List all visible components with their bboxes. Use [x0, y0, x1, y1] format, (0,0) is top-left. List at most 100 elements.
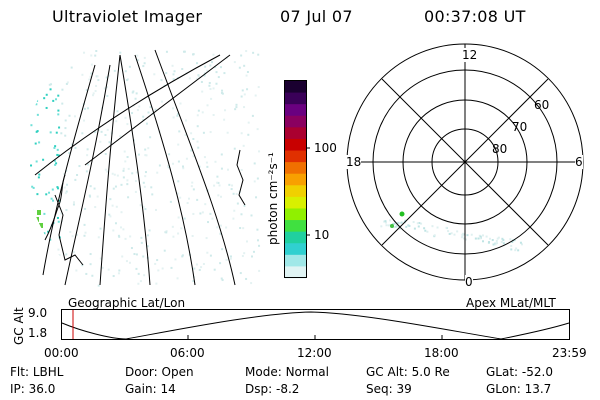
- image-pixel: [258, 244, 261, 247]
- polar-pixel: [445, 226, 448, 229]
- image-pixel: [52, 99, 55, 102]
- image-pixel: [256, 128, 259, 131]
- image-pixel: [35, 86, 38, 89]
- image-pixel: [142, 115, 145, 118]
- image-pixel: [221, 248, 224, 251]
- image-pixel: [170, 266, 173, 269]
- image-pixel: [50, 197, 53, 200]
- image-pixel: [224, 109, 227, 112]
- image-pixel: [198, 165, 201, 168]
- image-pixel: [234, 108, 237, 111]
- image-pixel: [111, 204, 114, 207]
- polar-pixel: [510, 248, 513, 251]
- image-pixel: [58, 126, 61, 129]
- image-pixel: [226, 168, 229, 171]
- image-pixel: [31, 209, 34, 212]
- image-pixel: [252, 51, 255, 54]
- image-pixel: [220, 153, 223, 156]
- lat-lon-grid: [34, 49, 236, 286]
- image-pixel: [206, 165, 209, 168]
- polar-pixel: [380, 225, 383, 228]
- image-pixel: [216, 181, 219, 184]
- colorbar: [284, 80, 310, 279]
- image-pixel: [89, 75, 92, 78]
- image-pixel: [192, 280, 195, 283]
- image-pixel: [82, 119, 85, 122]
- image-pixel: [47, 230, 50, 233]
- image-pixel: [65, 253, 68, 256]
- image-pixel: [109, 198, 112, 201]
- image-pixel: [173, 70, 176, 73]
- colorbar-band: [285, 150, 306, 163]
- image-pixel: [122, 167, 125, 170]
- image-pixel: [140, 236, 143, 239]
- image-pixel: [171, 64, 174, 67]
- image-pixel: [172, 78, 175, 81]
- image-pixel: [221, 92, 224, 95]
- polar-pixel: [433, 234, 436, 237]
- image-pixel: [105, 86, 108, 89]
- image-pixel: [219, 232, 222, 235]
- image-pixel: [58, 266, 61, 269]
- image-pixel: [137, 59, 140, 62]
- image-pixel: [128, 65, 131, 68]
- timeline-y-tick-low: 1.8: [28, 326, 48, 340]
- coastline: [44, 174, 84, 266]
- image-pixel: [179, 196, 182, 199]
- image-pixel: [112, 229, 115, 232]
- image-pixel: [97, 284, 100, 287]
- image-pixel: [160, 79, 163, 82]
- polar-pixel: [481, 234, 484, 237]
- footer-glat: GLat: -52.0: [486, 365, 553, 379]
- image-pixel: [208, 81, 211, 84]
- image-pixel: [207, 221, 210, 224]
- glon-label: GLon:: [486, 382, 521, 396]
- image-pixel: [167, 166, 170, 169]
- image-pixel: [246, 88, 249, 91]
- polar-pixel: [416, 222, 419, 225]
- image-pixel: [235, 192, 238, 195]
- image-pixel: [63, 263, 66, 266]
- image-pixel: [201, 211, 204, 214]
- polar-plot-label: Apex MLat/MLT: [466, 296, 556, 310]
- image-pixel: [206, 251, 209, 254]
- image-pixel: [256, 228, 259, 231]
- polar-pixel: [426, 230, 429, 233]
- image-pixel: [58, 53, 61, 56]
- image-pixel: [140, 241, 143, 244]
- image-pixel: [212, 87, 215, 90]
- image-pixel: [229, 257, 232, 260]
- image-pixel: [198, 75, 201, 78]
- timeline-axis-title: GC Alt: [12, 307, 26, 345]
- image-pixel: [68, 114, 71, 117]
- image-pixel: [105, 76, 108, 79]
- image-pixel: [143, 274, 146, 277]
- image-pixel: [257, 86, 260, 89]
- image-pixel: [55, 162, 58, 165]
- colorbar-band: [285, 208, 306, 221]
- image-pixel: [254, 94, 257, 97]
- image-pixel: [165, 231, 168, 234]
- polar-pixel: [482, 240, 485, 243]
- image-pixel: [211, 217, 214, 220]
- image-pixel: [144, 208, 147, 211]
- colorbar-tick-label-10: 10: [314, 228, 330, 242]
- polar-pixel: [384, 220, 387, 223]
- colorbar-band: [285, 231, 306, 244]
- image-pixel: [57, 187, 60, 190]
- footer-gain: Gain: 14: [125, 382, 176, 396]
- image-pixel: [143, 185, 146, 188]
- colorbar-band: [285, 185, 306, 198]
- image-pixel: [43, 256, 46, 259]
- image-pixel: [209, 131, 212, 134]
- image-pixel: [216, 226, 219, 229]
- colorbar-band: [285, 266, 306, 279]
- image-pixel: [143, 62, 146, 65]
- image-pixel: [118, 235, 121, 238]
- image-pixel: [61, 88, 64, 91]
- mode-value: Normal: [285, 365, 329, 379]
- image-pixel: [135, 267, 138, 270]
- image-pixel: [131, 172, 134, 175]
- image-pixel: [215, 82, 218, 85]
- mlt-label-12: 12: [462, 48, 478, 62]
